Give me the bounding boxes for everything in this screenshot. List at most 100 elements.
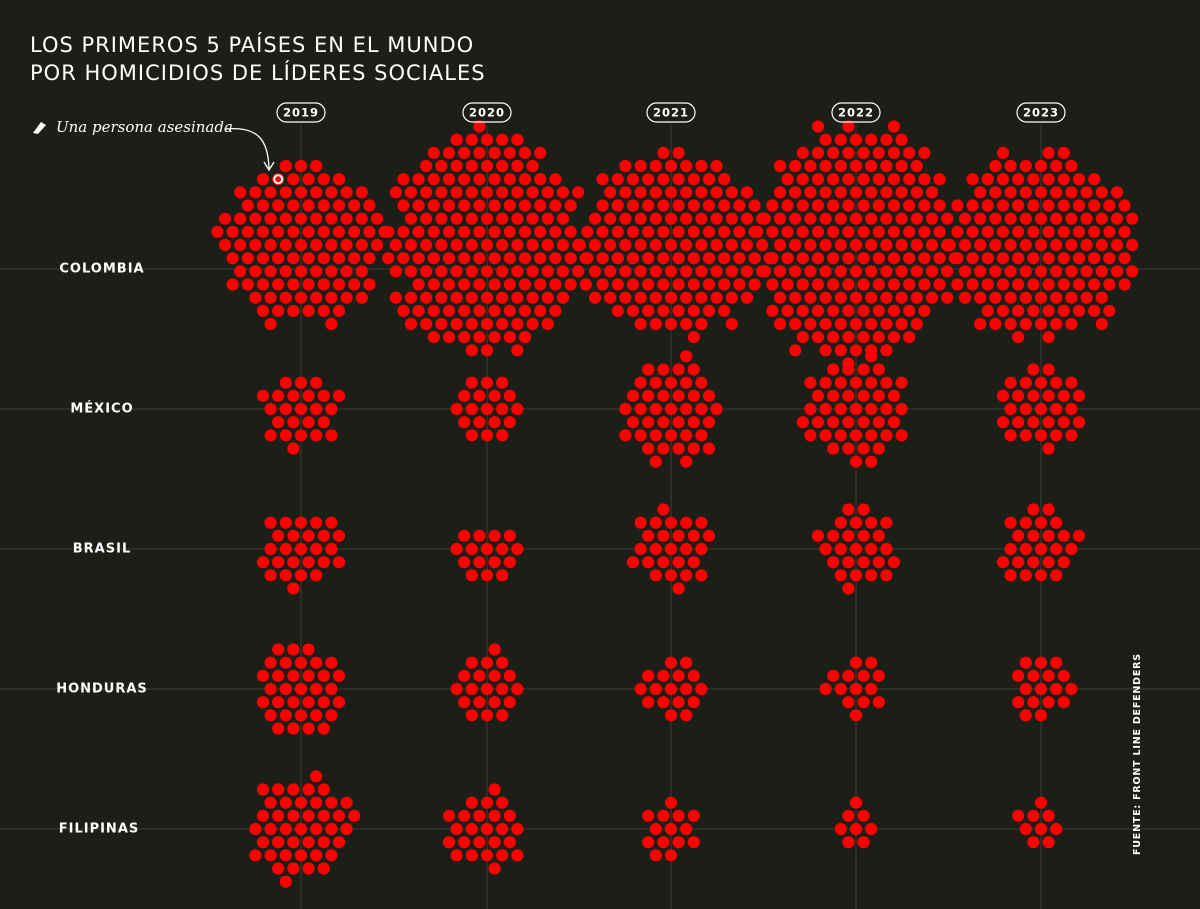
dot bbox=[903, 304, 916, 317]
dot bbox=[766, 304, 779, 317]
dot bbox=[287, 669, 300, 682]
dot bbox=[642, 529, 655, 542]
dot bbox=[488, 225, 501, 238]
dot bbox=[256, 696, 270, 709]
dot bbox=[672, 836, 685, 849]
dot bbox=[710, 159, 723, 173]
dot bbox=[811, 173, 825, 186]
dot bbox=[664, 429, 678, 442]
dot bbox=[279, 265, 292, 278]
dot bbox=[918, 278, 931, 291]
dot bbox=[465, 265, 478, 278]
dot bbox=[310, 402, 323, 416]
dot bbox=[279, 291, 292, 304]
dot bbox=[642, 225, 655, 238]
dot bbox=[672, 252, 685, 265]
dot bbox=[302, 278, 315, 291]
dot bbox=[996, 556, 1010, 569]
dot bbox=[249, 822, 262, 836]
dot bbox=[657, 442, 670, 455]
dot bbox=[827, 416, 840, 429]
dot bbox=[249, 849, 262, 862]
dot bbox=[272, 304, 285, 317]
dot bbox=[488, 173, 501, 186]
dot bbox=[1034, 709, 1048, 722]
dot bbox=[420, 186, 433, 199]
dot bbox=[1034, 656, 1048, 669]
dot bbox=[740, 212, 754, 225]
dot bbox=[649, 516, 662, 529]
dot bbox=[249, 291, 262, 304]
dot bbox=[680, 186, 693, 199]
dot bbox=[325, 849, 338, 862]
dot bbox=[465, 429, 478, 442]
dot bbox=[332, 669, 346, 682]
dot bbox=[680, 682, 693, 696]
dot bbox=[634, 376, 647, 389]
dot bbox=[596, 225, 609, 238]
dot bbox=[819, 317, 832, 331]
dot bbox=[933, 225, 946, 238]
dot bbox=[687, 696, 700, 709]
dot bbox=[842, 225, 855, 238]
dot bbox=[1057, 416, 1070, 429]
dot bbox=[302, 836, 315, 849]
dot bbox=[272, 809, 285, 822]
dot bbox=[1042, 836, 1055, 849]
dot bbox=[887, 389, 901, 402]
dot bbox=[496, 402, 509, 416]
dot bbox=[687, 809, 700, 822]
dot bbox=[465, 212, 478, 225]
dot bbox=[1088, 225, 1101, 238]
dot bbox=[302, 669, 315, 682]
dot bbox=[541, 212, 554, 225]
dot bbox=[642, 696, 655, 709]
dot bbox=[1027, 836, 1040, 849]
dot bbox=[849, 429, 863, 442]
dot bbox=[849, 376, 863, 389]
dot bbox=[834, 516, 847, 529]
dot bbox=[256, 556, 270, 569]
dot bbox=[465, 656, 478, 669]
dot bbox=[943, 238, 956, 252]
dot bbox=[865, 822, 878, 836]
dot bbox=[1042, 252, 1055, 265]
dot bbox=[1103, 252, 1116, 265]
dot bbox=[442, 304, 456, 317]
dot bbox=[1126, 238, 1139, 252]
dot bbox=[264, 822, 277, 836]
year-pill bbox=[276, 102, 326, 123]
dot bbox=[1042, 304, 1055, 317]
dot bbox=[702, 225, 716, 238]
dot bbox=[473, 809, 486, 822]
dot bbox=[811, 416, 825, 429]
dot bbox=[842, 252, 855, 265]
dot bbox=[1034, 238, 1048, 252]
dot bbox=[511, 212, 524, 225]
dot bbox=[1057, 389, 1070, 402]
dot bbox=[1042, 442, 1055, 455]
dot bbox=[496, 822, 509, 836]
dot bbox=[256, 304, 270, 317]
dot bbox=[211, 225, 224, 238]
dot bbox=[989, 317, 1002, 331]
dot bbox=[518, 225, 532, 238]
pen-icon bbox=[33, 122, 46, 134]
dot bbox=[420, 265, 433, 278]
dot bbox=[804, 238, 817, 252]
dot bbox=[332, 529, 346, 542]
dot bbox=[1034, 569, 1048, 582]
dot bbox=[672, 669, 685, 682]
dot bbox=[1057, 696, 1070, 709]
dot bbox=[1027, 389, 1040, 402]
row-label: BRASIL bbox=[73, 542, 131, 557]
dot bbox=[872, 199, 885, 212]
dot bbox=[325, 291, 338, 304]
dot bbox=[827, 363, 840, 376]
dot bbox=[442, 252, 456, 265]
dot bbox=[710, 402, 723, 416]
dot bbox=[910, 238, 923, 252]
dot bbox=[1110, 212, 1124, 225]
dot bbox=[302, 225, 315, 238]
dot bbox=[664, 709, 678, 722]
